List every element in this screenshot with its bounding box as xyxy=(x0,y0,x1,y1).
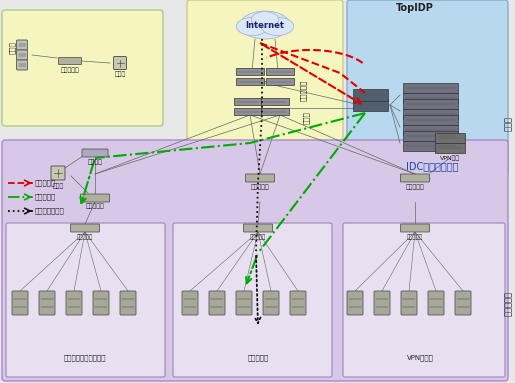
Text: 防火墙: 防火墙 xyxy=(114,71,126,77)
Ellipse shape xyxy=(261,17,294,36)
Text: 接入交换机: 接入交换机 xyxy=(406,184,424,190)
FancyBboxPatch shape xyxy=(236,68,264,75)
FancyBboxPatch shape xyxy=(246,174,274,182)
FancyBboxPatch shape xyxy=(209,291,225,315)
Text: 核心层: 核心层 xyxy=(303,111,310,124)
Text: 未采用服务流量: 未采用服务流量 xyxy=(35,208,65,214)
FancyBboxPatch shape xyxy=(455,291,471,315)
Text: TopIDP: TopIDP xyxy=(396,3,434,13)
FancyBboxPatch shape xyxy=(244,224,272,232)
FancyBboxPatch shape xyxy=(374,291,390,315)
Text: 客户接入层: 客户接入层 xyxy=(504,290,512,316)
FancyBboxPatch shape xyxy=(403,131,457,141)
Text: 分布层: 分布层 xyxy=(504,116,512,131)
FancyBboxPatch shape xyxy=(352,89,387,101)
Text: 流量控制: 流量控制 xyxy=(88,159,102,165)
FancyBboxPatch shape xyxy=(71,224,99,232)
Text: 已洁净流量: 已洁净流量 xyxy=(35,194,56,200)
FancyBboxPatch shape xyxy=(403,109,457,119)
FancyBboxPatch shape xyxy=(435,143,465,153)
FancyBboxPatch shape xyxy=(182,291,198,315)
Text: 托管业务区: 托管业务区 xyxy=(247,355,269,361)
Text: IDC安全净化中心: IDC安全净化中心 xyxy=(406,161,458,171)
FancyBboxPatch shape xyxy=(403,99,457,109)
FancyBboxPatch shape xyxy=(403,125,457,135)
FancyBboxPatch shape xyxy=(347,291,363,315)
FancyBboxPatch shape xyxy=(347,0,508,176)
FancyBboxPatch shape xyxy=(2,10,163,126)
FancyBboxPatch shape xyxy=(234,108,262,115)
FancyBboxPatch shape xyxy=(401,224,430,232)
Text: 管理区: 管理区 xyxy=(9,42,15,54)
FancyBboxPatch shape xyxy=(266,68,294,75)
Text: 接入交换机: 接入交换机 xyxy=(251,184,269,190)
FancyBboxPatch shape xyxy=(80,194,110,202)
FancyBboxPatch shape xyxy=(59,57,81,64)
Text: 接入交换机: 接入交换机 xyxy=(85,203,105,209)
FancyBboxPatch shape xyxy=(187,0,343,146)
Text: 接入交换机: 接入交换机 xyxy=(250,234,266,240)
Text: VPN业务区: VPN业务区 xyxy=(406,355,434,361)
FancyBboxPatch shape xyxy=(12,291,28,315)
FancyBboxPatch shape xyxy=(403,93,457,103)
FancyBboxPatch shape xyxy=(403,115,457,125)
Text: 接入交换机: 接入交换机 xyxy=(77,234,93,240)
FancyBboxPatch shape xyxy=(82,149,108,157)
FancyBboxPatch shape xyxy=(39,291,55,315)
FancyBboxPatch shape xyxy=(93,291,109,315)
FancyBboxPatch shape xyxy=(16,40,27,50)
Text: 防火墙: 防火墙 xyxy=(53,183,64,189)
FancyBboxPatch shape xyxy=(261,108,289,115)
FancyBboxPatch shape xyxy=(261,98,289,105)
FancyBboxPatch shape xyxy=(236,78,264,85)
FancyBboxPatch shape xyxy=(234,98,262,105)
FancyBboxPatch shape xyxy=(113,57,127,69)
FancyBboxPatch shape xyxy=(428,291,444,315)
FancyBboxPatch shape xyxy=(16,60,27,70)
FancyBboxPatch shape xyxy=(66,291,82,315)
Ellipse shape xyxy=(251,12,279,27)
FancyBboxPatch shape xyxy=(263,291,279,315)
FancyBboxPatch shape xyxy=(403,141,457,151)
FancyBboxPatch shape xyxy=(51,166,65,180)
Text: 核心接入层: 核心接入层 xyxy=(300,79,306,101)
FancyBboxPatch shape xyxy=(343,223,505,377)
Text: 接入交换机: 接入交换机 xyxy=(407,234,423,240)
FancyBboxPatch shape xyxy=(401,291,417,315)
Text: VPN设备: VPN设备 xyxy=(440,155,460,161)
FancyBboxPatch shape xyxy=(401,174,430,182)
Ellipse shape xyxy=(236,17,269,36)
Ellipse shape xyxy=(240,11,290,39)
FancyBboxPatch shape xyxy=(16,50,27,60)
FancyBboxPatch shape xyxy=(173,223,332,377)
Text: 接入交换机: 接入交换机 xyxy=(61,67,79,73)
FancyBboxPatch shape xyxy=(2,140,508,381)
FancyBboxPatch shape xyxy=(290,291,306,315)
Text: 防火墙负载均衡业务区: 防火墙负载均衡业务区 xyxy=(64,355,106,361)
FancyBboxPatch shape xyxy=(6,223,165,377)
FancyBboxPatch shape xyxy=(435,133,465,143)
FancyBboxPatch shape xyxy=(236,291,252,315)
FancyBboxPatch shape xyxy=(403,83,457,93)
Text: 未洁净流量: 未洁净流量 xyxy=(35,180,56,186)
FancyBboxPatch shape xyxy=(120,291,136,315)
FancyBboxPatch shape xyxy=(352,99,387,111)
Text: Internet: Internet xyxy=(246,21,284,29)
FancyBboxPatch shape xyxy=(266,78,294,85)
